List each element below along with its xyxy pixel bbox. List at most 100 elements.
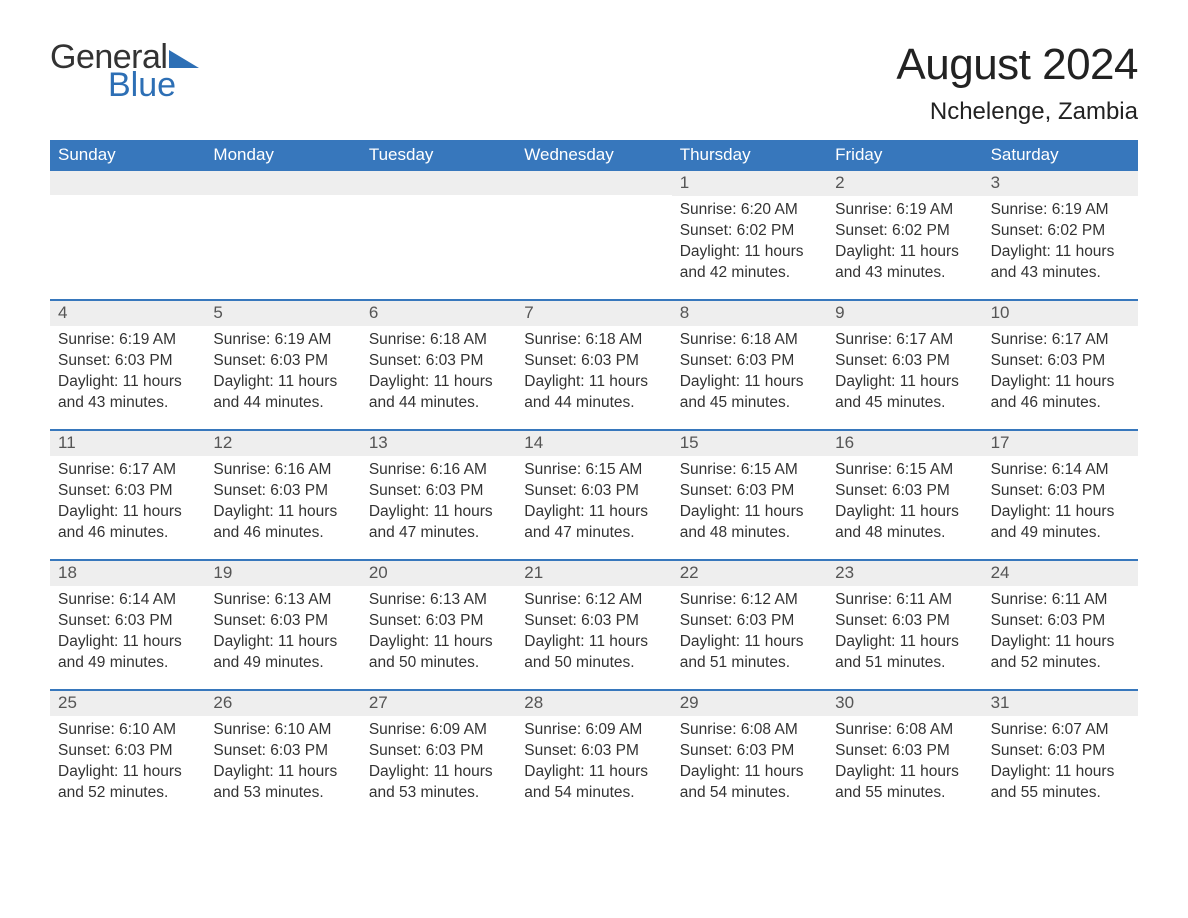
day-body: Sunrise: 6:16 AMSunset: 6:03 PMDaylight:… — [369, 460, 508, 544]
daylight-text: Daylight: 11 hours and 45 minutes. — [835, 372, 974, 414]
day-body: Sunrise: 6:13 AMSunset: 6:03 PMDaylight:… — [213, 590, 352, 674]
sunrise-text: Sunrise: 6:13 AM — [369, 590, 508, 611]
daylight-text: Daylight: 11 hours and 51 minutes. — [680, 632, 819, 674]
daylight-text: Daylight: 11 hours and 53 minutes. — [213, 762, 352, 804]
sunset-text: Sunset: 6:03 PM — [835, 611, 974, 632]
day-body: Sunrise: 6:15 AMSunset: 6:03 PMDaylight:… — [835, 460, 974, 544]
day-cell: 9 Sunrise: 6:17 AMSunset: 6:03 PMDaylight… — [827, 301, 982, 429]
weekday-header: Saturday — [983, 140, 1138, 171]
sunset-text: Sunset: 6:03 PM — [835, 351, 974, 372]
day-number: 22 — [672, 561, 827, 586]
daylight-text: Daylight: 11 hours and 46 minutes. — [58, 502, 197, 544]
day-cell — [361, 171, 516, 299]
sunset-text: Sunset: 6:03 PM — [369, 351, 508, 372]
daylight-text: Daylight: 11 hours and 43 minutes. — [58, 372, 197, 414]
daylight-text: Daylight: 11 hours and 48 minutes. — [835, 502, 974, 544]
day-number — [50, 171, 205, 195]
day-number: 7 — [516, 301, 671, 326]
day-number: 17 — [983, 431, 1138, 456]
day-body: Sunrise: 6:14 AMSunset: 6:03 PMDaylight:… — [58, 590, 197, 674]
day-number: 16 — [827, 431, 982, 456]
sunrise-text: Sunrise: 6:13 AM — [213, 590, 352, 611]
day-cell: 20Sunrise: 6:13 AMSunset: 6:03 PMDayligh… — [361, 561, 516, 689]
daylight-text: Daylight: 11 hours and 46 minutes. — [991, 372, 1130, 414]
sunset-text: Sunset: 6:02 PM — [991, 221, 1130, 242]
day-cell: 15Sunrise: 6:15 AMSunset: 6:03 PMDayligh… — [672, 431, 827, 559]
sunset-text: Sunset: 6:03 PM — [680, 351, 819, 372]
daylight-text: Daylight: 11 hours and 42 minutes. — [680, 242, 819, 284]
sunrise-text: Sunrise: 6:11 AM — [835, 590, 974, 611]
day-number: 28 — [516, 691, 671, 716]
day-number: 24 — [983, 561, 1138, 586]
day-body: Sunrise: 6:18 AMSunset: 6:03 PMDaylight:… — [369, 330, 508, 414]
daylight-text: Daylight: 11 hours and 43 minutes. — [991, 242, 1130, 284]
sunrise-text: Sunrise: 6:12 AM — [524, 590, 663, 611]
calendar: Sunday Monday Tuesday Wednesday Thursday… — [50, 140, 1138, 819]
header: General Blue August 2024 Nchelenge, Zamb… — [50, 40, 1138, 126]
day-cell: 3Sunrise: 6:19 AMSunset: 6:02 PMDaylight… — [983, 171, 1138, 299]
logo: General Blue — [50, 40, 199, 102]
location: Nchelenge, Zambia — [896, 98, 1138, 126]
sunrise-text: Sunrise: 6:12 AM — [680, 590, 819, 611]
weekday-header: Thursday — [672, 140, 827, 171]
daylight-text: Daylight: 11 hours and 48 minutes. — [680, 502, 819, 544]
sunrise-text: Sunrise: 6:14 AM — [58, 590, 197, 611]
day-number: 9 — [827, 301, 982, 326]
sunset-text: Sunset: 6:03 PM — [524, 611, 663, 632]
daylight-text: Daylight: 11 hours and 54 minutes. — [524, 762, 663, 804]
sunset-text: Sunset: 6:02 PM — [835, 221, 974, 242]
day-body: Sunrise: 6:15 AMSunset: 6:03 PMDaylight:… — [680, 460, 819, 544]
daylight-text: Daylight: 11 hours and 55 minutes. — [991, 762, 1130, 804]
day-cell: 11Sunrise: 6:17 AMSunset: 6:03 PMDayligh… — [50, 431, 205, 559]
sunset-text: Sunset: 6:03 PM — [369, 741, 508, 762]
sunrise-text: Sunrise: 6:17 AM — [991, 330, 1130, 351]
sunrise-text: Sunrise: 6:08 AM — [835, 720, 974, 741]
sunset-text: Sunset: 6:03 PM — [991, 351, 1130, 372]
day-cell — [50, 171, 205, 299]
sunset-text: Sunset: 6:03 PM — [680, 481, 819, 502]
daylight-text: Daylight: 11 hours and 54 minutes. — [680, 762, 819, 804]
day-cell — [205, 171, 360, 299]
day-cell — [516, 171, 671, 299]
day-number: 4 — [50, 301, 205, 326]
sunrise-text: Sunrise: 6:16 AM — [369, 460, 508, 481]
sunrise-text: Sunrise: 6:17 AM — [835, 330, 974, 351]
day-cell: 17 Sunrise: 6:14 AMSunset: 6:03 PMDayligh… — [983, 431, 1138, 559]
day-number — [516, 171, 671, 195]
day-cell: 22Sunrise: 6:12 AMSunset: 6:03 PMDayligh… — [672, 561, 827, 689]
day-body: Sunrise: 6:13 AMSunset: 6:03 PMDaylight:… — [369, 590, 508, 674]
sunrise-text: Sunrise: 6:17 AM — [58, 460, 197, 481]
day-cell: 8Sunrise: 6:18 AMSunset: 6:03 PMDaylight… — [672, 301, 827, 429]
day-cell: 5Sunrise: 6:19 AMSunset: 6:03 PMDaylight… — [205, 301, 360, 429]
sunrise-text: Sunrise: 6:15 AM — [835, 460, 974, 481]
day-cell: 31Sunrise: 6:07 AMSunset: 6:03 PMDayligh… — [983, 691, 1138, 819]
day-cell: 6Sunrise: 6:18 AMSunset: 6:03 PMDaylight… — [361, 301, 516, 429]
day-number: 2 — [827, 171, 982, 196]
day-body: Sunrise: 6:09 AMSunset: 6:03 PMDaylight:… — [524, 720, 663, 804]
day-cell: 14Sunrise: 6:15 AMSunset: 6:03 PMDayligh… — [516, 431, 671, 559]
day-body: Sunrise: 6:08 AMSunset: 6:03 PMDaylight:… — [835, 720, 974, 804]
daylight-text: Daylight: 11 hours and 49 minutes. — [58, 632, 197, 674]
daylight-text: Daylight: 11 hours and 47 minutes. — [524, 502, 663, 544]
day-body: Sunrise: 6:07 AMSunset: 6:03 PMDaylight:… — [991, 720, 1130, 804]
sunrise-text: Sunrise: 6:20 AM — [680, 200, 819, 221]
day-number: 23 — [827, 561, 982, 586]
sunset-text: Sunset: 6:03 PM — [58, 351, 197, 372]
day-body: Sunrise: 6:08 AMSunset: 6:03 PMDaylight:… — [680, 720, 819, 804]
sunset-text: Sunset: 6:03 PM — [58, 741, 197, 762]
sunrise-text: Sunrise: 6:18 AM — [524, 330, 663, 351]
day-body: Sunrise: 6:09 AMSunset: 6:03 PMDaylight:… — [369, 720, 508, 804]
sunrise-text: Sunrise: 6:19 AM — [213, 330, 352, 351]
sunset-text: Sunset: 6:02 PM — [680, 221, 819, 242]
day-body: Sunrise: 6:11 AMSunset: 6:03 PMDaylight:… — [835, 590, 974, 674]
daylight-text: Daylight: 11 hours and 51 minutes. — [835, 632, 974, 674]
sunset-text: Sunset: 6:03 PM — [524, 741, 663, 762]
sunrise-text: Sunrise: 6:19 AM — [991, 200, 1130, 221]
day-body: Sunrise: 6:17 AMSunset: 6:03 PMDaylight:… — [991, 330, 1130, 414]
sunset-text: Sunset: 6:03 PM — [213, 741, 352, 762]
weekday-header-row: Sunday Monday Tuesday Wednesday Thursday… — [50, 140, 1138, 171]
day-number: 21 — [516, 561, 671, 586]
day-body: Sunrise: 6:16 AMSunset: 6:03 PMDaylight:… — [213, 460, 352, 544]
day-cell: 21Sunrise: 6:12 AMSunset: 6:03 PMDayligh… — [516, 561, 671, 689]
day-body: Sunrise: 6:14 AMSunset: 6:03 PMDaylight:… — [991, 460, 1130, 544]
